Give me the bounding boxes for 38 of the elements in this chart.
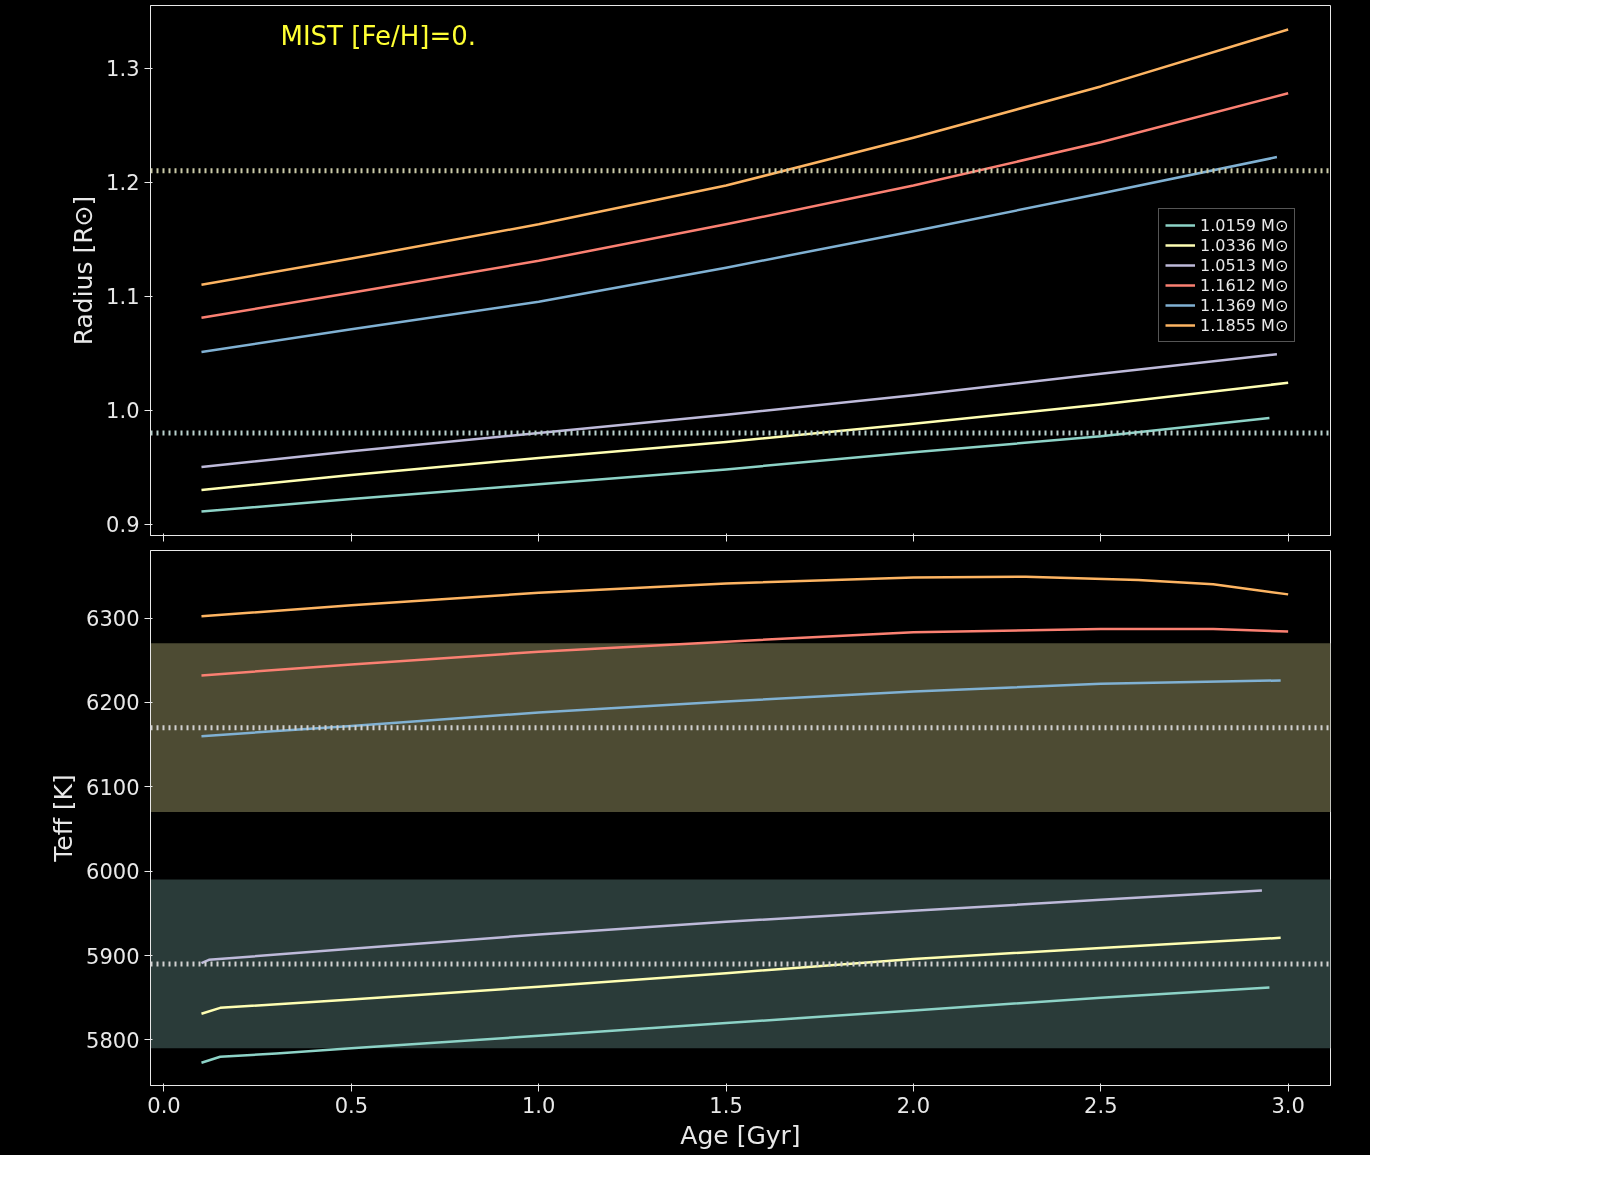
y-axis-title: Teff [K] — [49, 774, 79, 863]
x-tick-label: 1.5 — [709, 1093, 743, 1118]
x-tick-label: 1.0 — [522, 1093, 556, 1118]
line-series — [200, 889, 1264, 965]
line-series — [200, 353, 1279, 469]
x-tick-label: 3.0 — [1271, 1093, 1305, 1118]
y-tick-label: 5900 — [86, 944, 140, 969]
line-series — [200, 92, 1290, 320]
x-tick-label: 2.0 — [896, 1093, 931, 1118]
annotation: MIST [Fe/H]=0. — [280, 20, 476, 51]
y-tick-label: 6200 — [86, 691, 140, 716]
line-series — [200, 936, 1282, 1016]
y-tick-label: 1.1 — [106, 285, 140, 310]
line-series — [200, 416, 1271, 513]
legend-label: 1.1612 M⊙ — [1200, 275, 1289, 295]
x-tick-label: 2.5 — [1084, 1093, 1118, 1118]
y-tick-label: 6100 — [86, 775, 140, 800]
y-tick-label: 1.0 — [106, 399, 140, 424]
y-tick-label: 6300 — [86, 607, 140, 632]
line-series — [200, 381, 1290, 492]
line-series — [200, 627, 1290, 677]
legend-label: 1.1855 M⊙ — [1200, 315, 1289, 335]
y-tick-label: 6000 — [86, 860, 140, 885]
y-tick-label: 0.9 — [106, 513, 140, 538]
legend-label: 1.0159 M⊙ — [1200, 215, 1289, 235]
legend-label: 1.1369 M⊙ — [1200, 295, 1289, 315]
x-tick-label: 0.0 — [147, 1093, 181, 1118]
line-series — [200, 679, 1282, 738]
y-tick-label: 1.2 — [106, 171, 140, 196]
legend-label: 1.0513 M⊙ — [1200, 255, 1289, 275]
y-tick-label: 1.3 — [106, 57, 140, 82]
legend-label: 1.0336 M⊙ — [1200, 235, 1289, 255]
y-tick-label: 5800 — [86, 1028, 140, 1053]
line-series — [200, 575, 1290, 618]
line-series — [200, 986, 1271, 1064]
y-axis-title: Radius [R⊙] — [69, 195, 99, 346]
x-tick-label: 0.5 — [334, 1093, 369, 1118]
x-axis-title: Age [Gyr] — [680, 1120, 801, 1150]
